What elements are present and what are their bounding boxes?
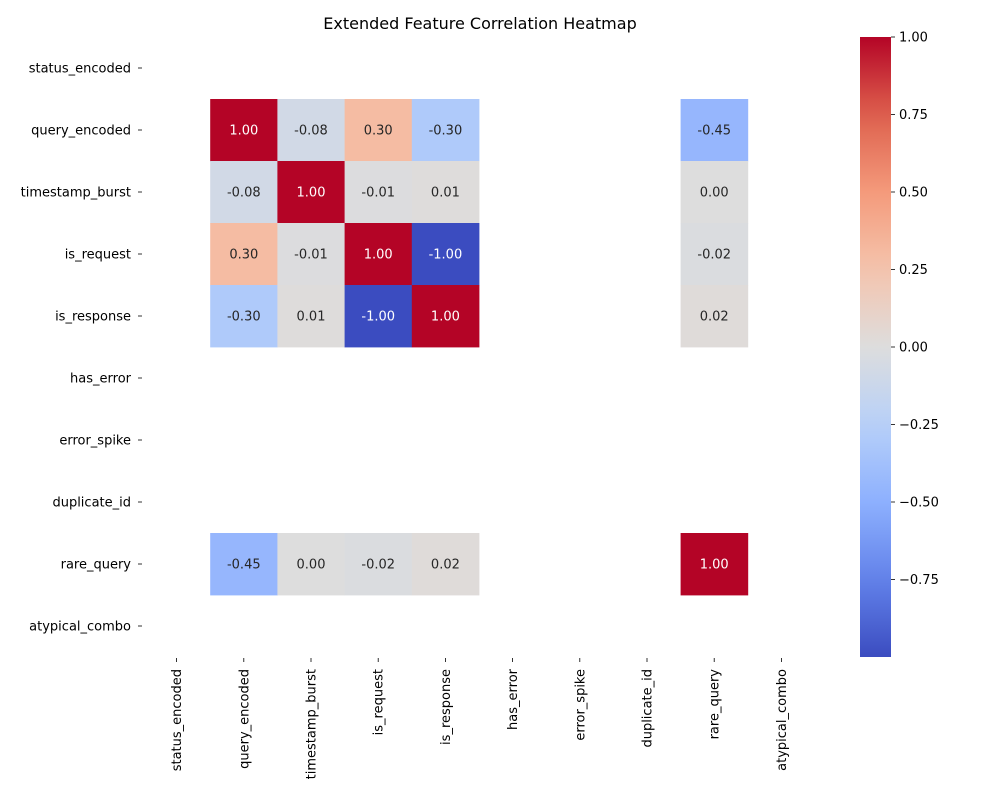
- colorbar-tick-label-2: 0.50: [899, 186, 928, 201]
- heatmap-cell-timestamp_burst-query_encoded: [210, 161, 278, 224]
- cell-value-label-query_encoded-is_response: -0.30: [429, 124, 463, 139]
- cell-value-label-is_response-is_response: 1.00: [431, 310, 460, 325]
- heatmap-cell-query_encoded-rare_query: [680, 99, 749, 162]
- y-tick-label-atypical_combo: atypical_combo: [29, 620, 131, 635]
- cell-value-label-is_request-query_encoded: 0.30: [229, 248, 258, 263]
- x-axis-labels: status_encoded query_encoded timestamp_bur…: [170, 658, 790, 779]
- heatmap-cell-rare_query-rare_query: [680, 533, 749, 596]
- x-tick-label-is_response: is_response: [439, 669, 454, 745]
- cell-value-label-query_encoded-query_encoded: 1.00: [229, 124, 258, 139]
- cell-value-label-is_response-rare_query: 0.02: [700, 310, 729, 325]
- cell-value-label-timestamp_burst-rare_query: 0.00: [700, 186, 729, 201]
- x-tick-label-is_request: is_request: [372, 669, 387, 735]
- heatmap-cell-rare_query-query_encoded: [210, 533, 278, 596]
- colorbar-tick-label-7: −0.75: [899, 573, 939, 588]
- heatmap-cell-is_request-timestamp_burst: [277, 223, 345, 286]
- heatmap-cell-is_response-rare_query: [680, 285, 749, 348]
- y-tick-label-duplicate_id: duplicate_id: [52, 496, 131, 511]
- y-tick-label-status_encoded: status_encoded: [29, 62, 131, 77]
- heatmap-cell-rare_query-is_request: [344, 533, 413, 596]
- heatmap-cell-query_encoded-is_response: [411, 99, 480, 162]
- cell-value-label-timestamp_burst-query_encoded: -0.08: [227, 186, 261, 201]
- heatmap-cell-is_request-is_request: [344, 223, 413, 286]
- x-tick-label-timestamp_burst: timestamp_burst: [305, 669, 320, 779]
- y-tick-label-error_spike: error_spike: [59, 434, 131, 449]
- heatmap-cell-timestamp_burst-is_request: [344, 161, 413, 224]
- cell-value-label-timestamp_burst-is_response: 0.01: [431, 186, 460, 201]
- heatmap-cell-rare_query-is_response: [411, 533, 480, 596]
- cell-value-label-timestamp_burst-timestamp_burst: 1.00: [297, 186, 326, 201]
- chart-title: Extended Feature Correlation Heatmap: [323, 14, 636, 33]
- cell-value-label-is_request-timestamp_burst: -0.01: [294, 248, 328, 263]
- colorbar-tick-label-3: 0.25: [899, 263, 928, 278]
- x-tick-label-error_spike: error_spike: [573, 669, 588, 741]
- cell-value-label-is_request-is_response: -1.00: [429, 248, 463, 263]
- cell-value-label-rare_query-timestamp_burst: 0.00: [297, 558, 326, 573]
- cell-value-label-is_request-is_request: 1.00: [364, 248, 393, 263]
- heatmap-cell-query_encoded-query_encoded: [210, 99, 278, 162]
- cell-value-label-is_response-timestamp_burst: 0.01: [297, 310, 326, 325]
- cell-value-label-timestamp_burst-is_request: -0.01: [361, 186, 395, 201]
- heatmap-cell-is_request-is_response: [411, 223, 480, 286]
- heatmap-cell-query_encoded-timestamp_burst: [277, 99, 345, 162]
- cell-value-label-query_encoded-timestamp_burst: -0.08: [294, 124, 328, 139]
- x-tick-label-rare_query: rare_query: [708, 669, 723, 740]
- heatmap-cell-timestamp_burst-is_response: [411, 161, 480, 224]
- heatmap-cell-rare_query-timestamp_burst: [277, 533, 345, 596]
- cell-value-label-query_encoded-rare_query: -0.45: [697, 124, 731, 139]
- heatmap-cell-is_request-rare_query: [680, 223, 749, 286]
- y-tick-label-rare_query: rare_query: [61, 558, 132, 573]
- colorbar-gradient: [860, 37, 891, 657]
- colorbar-tick-label-5: −0.25: [899, 418, 939, 433]
- cell-value-label-rare_query-query_encoded: -0.45: [227, 558, 261, 573]
- heatmap-cell-is_request-query_encoded: [210, 223, 278, 286]
- colorbar-tick-label-0: 1.00: [899, 31, 928, 46]
- y-tick-label-timestamp_burst: timestamp_burst: [21, 186, 131, 201]
- x-tick-label-query_encoded: query_encoded: [237, 669, 252, 769]
- colorbar-tick-label-6: −0.50: [899, 496, 939, 511]
- heatmap-cell-is_response-is_response: [411, 285, 480, 348]
- cell-value-label-is_request-rare_query: -0.02: [697, 248, 731, 263]
- heatmap-cell-query_encoded-is_request: [344, 99, 413, 162]
- x-tick-label-duplicate_id: duplicate_id: [641, 669, 656, 748]
- cell-value-label-rare_query-rare_query: 1.00: [700, 558, 729, 573]
- heatmap-cell-timestamp_burst-timestamp_burst: [277, 161, 345, 224]
- cell-value-label-rare_query-is_response: 0.02: [431, 558, 460, 573]
- heatmap-cell-is_response-query_encoded: [210, 285, 278, 348]
- heatmap-cell-is_response-is_request: [344, 285, 413, 348]
- y-tick-label-query_encoded: query_encoded: [31, 124, 131, 139]
- cell-value-label-rare_query-is_request: -0.02: [361, 558, 395, 573]
- colorbar-tick-label-1: 0.75: [899, 108, 928, 123]
- x-tick-label-has_error: has_error: [506, 668, 521, 730]
- x-tick-label-atypical_combo: atypical_combo: [775, 669, 790, 771]
- y-axis-labels: status_encoded query_encoded timestamp_bur…: [21, 62, 142, 635]
- heatmap-cell-timestamp_burst-rare_query: [680, 161, 749, 224]
- cell-value-label-is_response-is_request: -1.00: [361, 310, 395, 325]
- y-tick-label-is_response: is_response: [55, 310, 131, 325]
- x-tick-label-status_encoded: status_encoded: [170, 669, 185, 771]
- colorbar: 1.00 0.75 0.50 0.25 0.00 −0.25 −0.50 −0.75: [860, 31, 939, 657]
- y-tick-label-is_request: is_request: [65, 248, 131, 263]
- cell-value-label-query_encoded-is_request: 0.30: [364, 124, 393, 139]
- heatmap-cells: 1.00 -0.08 0.30 -0.30 -0.45 -0.08 1.00 -0.01 0.0…: [210, 99, 749, 596]
- heatmap-cell-is_response-timestamp_burst: [277, 285, 345, 348]
- y-tick-label-has_error: has_error: [70, 372, 132, 387]
- colorbar-tick-label-4: 0.00: [899, 341, 928, 356]
- cell-value-label-is_response-query_encoded: -0.30: [227, 310, 261, 325]
